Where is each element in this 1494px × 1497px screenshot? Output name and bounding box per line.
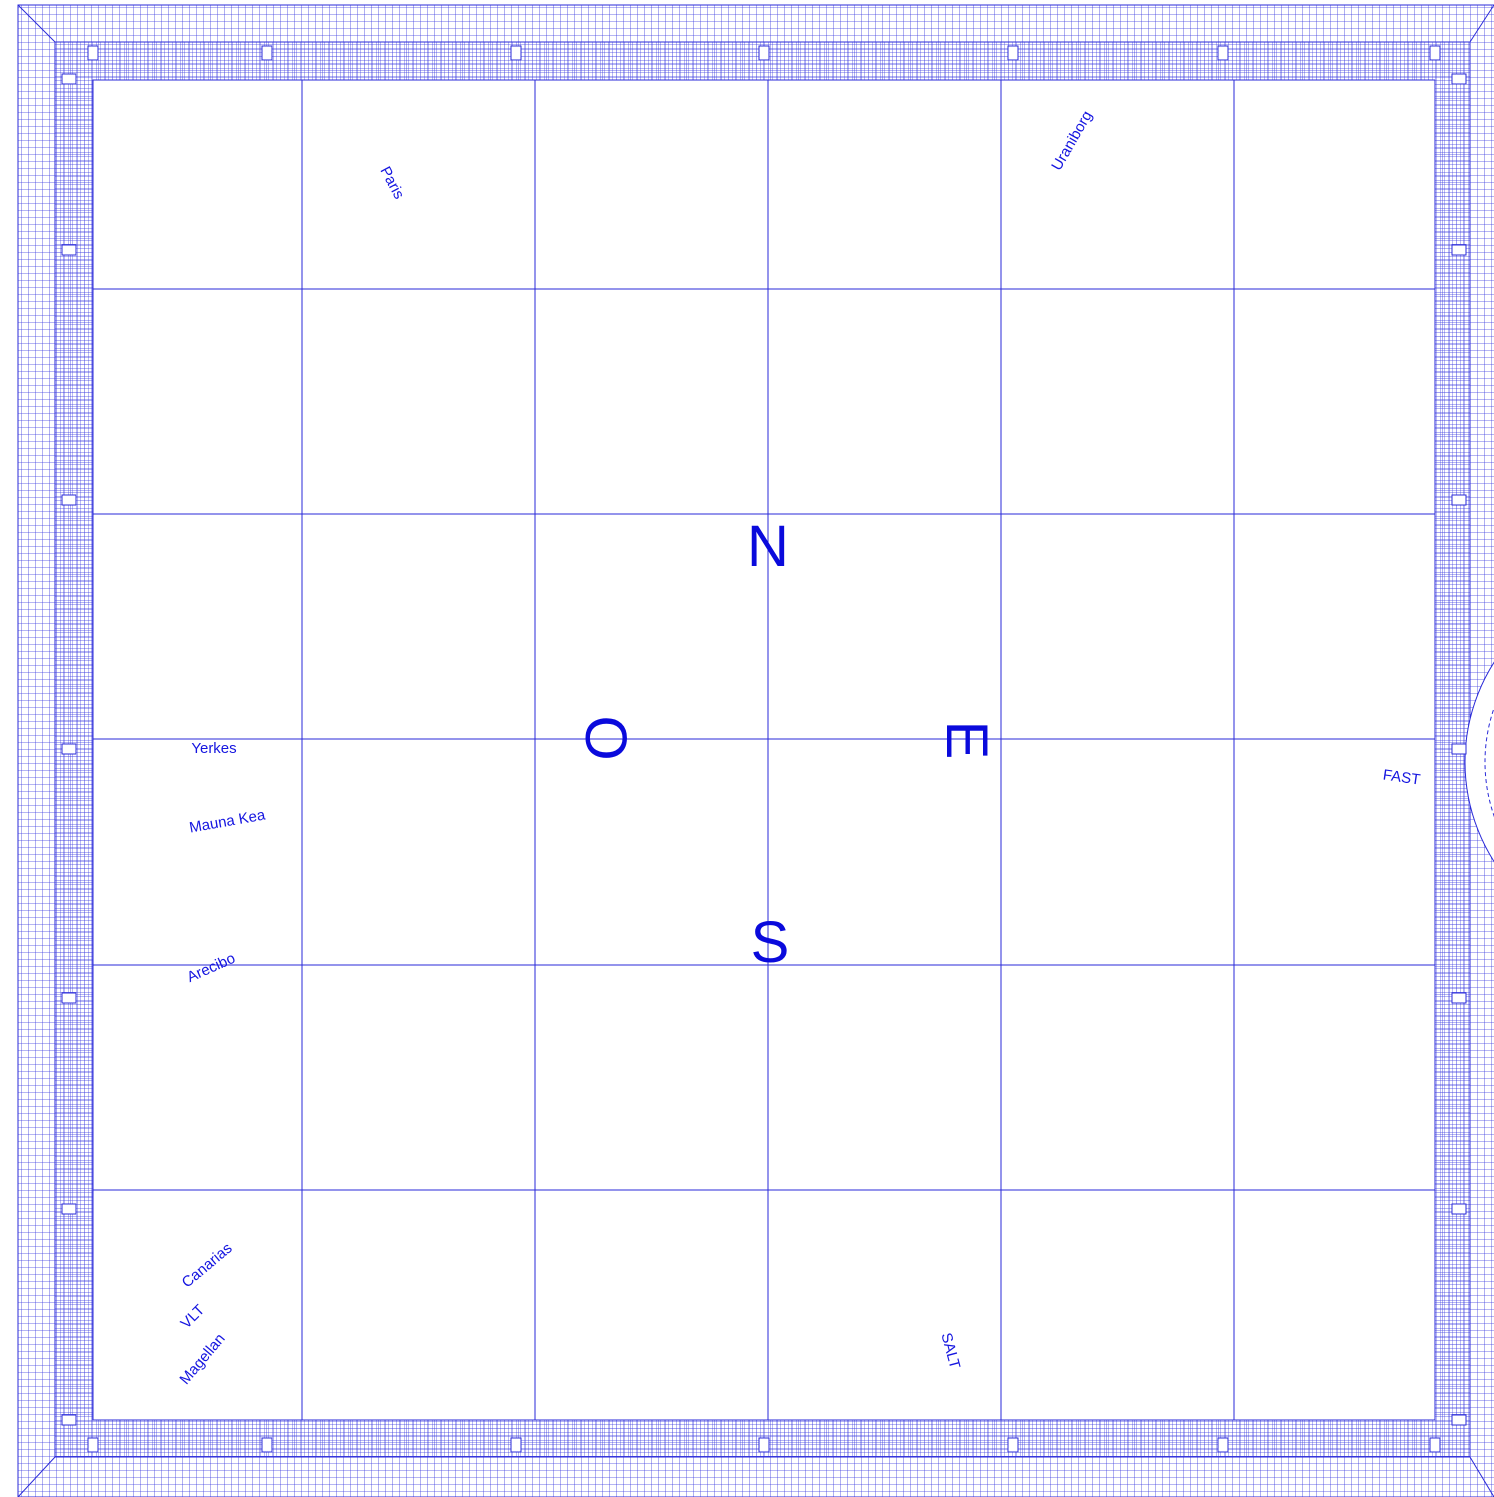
cardinal-south: S	[751, 910, 790, 975]
site-label: Yerkes	[191, 740, 236, 757]
cardinal-west: O	[573, 715, 638, 760]
site-label: FAST	[1382, 767, 1422, 789]
frame-ticks	[61, 45, 1467, 1453]
grid	[93, 80, 1435, 1420]
cardinals: N S E O	[573, 514, 999, 975]
cardinal-east: E	[934, 721, 999, 760]
frame	[17, 4, 1494, 1497]
cardinal-north: N	[747, 514, 789, 579]
